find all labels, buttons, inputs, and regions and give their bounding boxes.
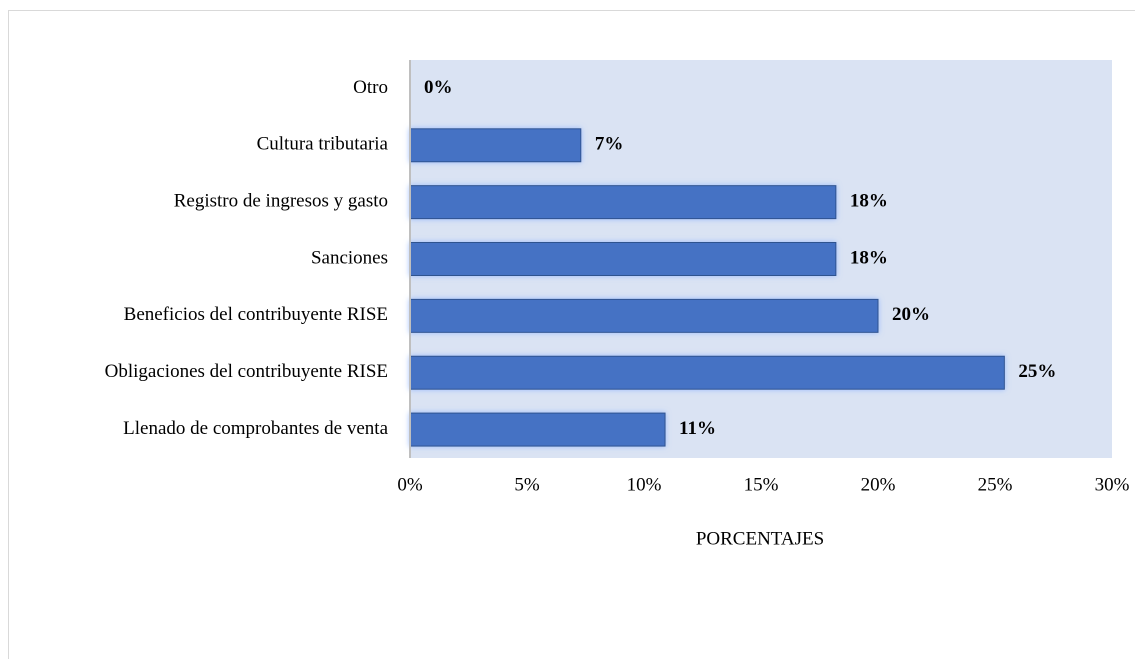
value-label: 0%: [424, 77, 453, 98]
bar: [409, 412, 666, 447]
y-tick-label: Sanciones: [311, 247, 388, 268]
x-axis-label: PORCENTAJES: [696, 528, 824, 549]
bar: [409, 185, 837, 220]
x-tick-label: 30%: [1095, 474, 1130, 495]
y-tick-label: Registro de ingresos y gasto: [174, 191, 388, 212]
value-label: 20%: [892, 304, 930, 325]
y-tick-label: Beneficios del contribuyente RISE: [124, 304, 388, 325]
x-tick-label: 0%: [397, 474, 423, 495]
bar: [409, 355, 1005, 390]
x-tick-label: 20%: [861, 474, 896, 495]
y-tick-label: Otro: [353, 77, 388, 98]
value-label: 11%: [679, 418, 716, 439]
value-label: 18%: [850, 247, 888, 268]
value-label: 7%: [595, 134, 624, 155]
y-tick-label: Llenado de comprobantes de venta: [123, 418, 388, 439]
value-label: 25%: [1018, 361, 1056, 382]
bar: [409, 298, 879, 333]
chart-border: [8, 10, 1135, 659]
y-tick-label: Cultura tributaria: [257, 134, 389, 155]
bar: [409, 128, 582, 163]
bar: [409, 242, 837, 276]
value-label: 18%: [850, 191, 888, 212]
x-tick-label: 25%: [978, 474, 1013, 495]
x-tick-label: 5%: [514, 474, 540, 495]
y-tick-label: Obligaciones del contribuyente RISE: [105, 361, 388, 382]
x-tick-label: 10%: [627, 474, 662, 495]
x-tick-label: 15%: [744, 474, 779, 495]
